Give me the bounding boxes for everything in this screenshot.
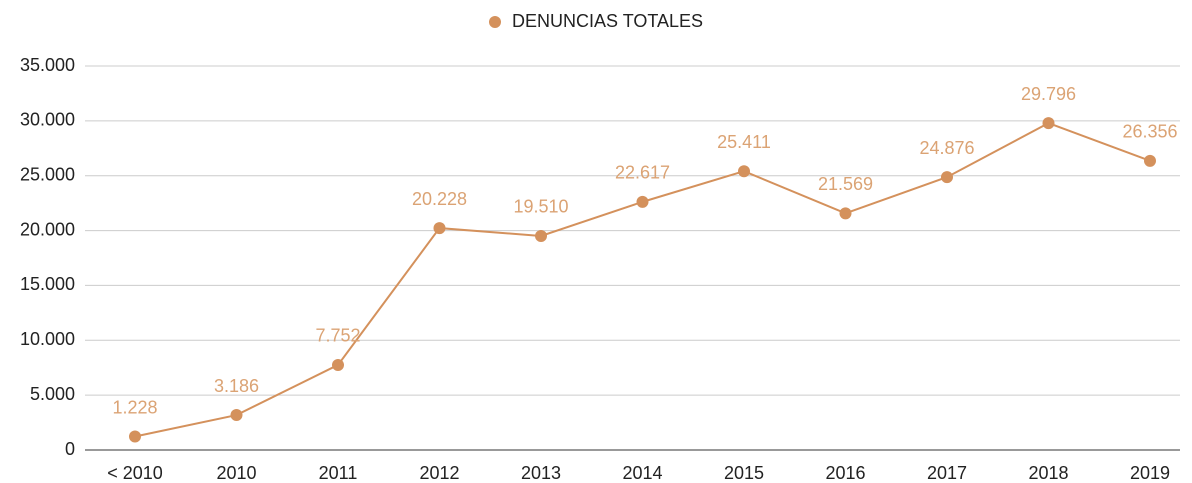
- y-tick-label: 10.000: [20, 329, 75, 349]
- legend-marker: [489, 16, 501, 28]
- data-label: 24.876: [919, 138, 974, 158]
- data-label: 7.752: [315, 326, 360, 346]
- data-point: [839, 207, 852, 220]
- x-tick-label: 2019: [1130, 463, 1170, 483]
- x-tick-label: 2014: [622, 463, 662, 483]
- data-label: 25.411: [717, 132, 771, 152]
- x-tick-label: 2018: [1028, 463, 1068, 483]
- x-tick-label: 2010: [216, 463, 256, 483]
- data-point: [1144, 154, 1156, 167]
- data-point: [433, 222, 446, 235]
- data-label: 1.228: [112, 397, 157, 417]
- x-tick-label: 2016: [825, 463, 865, 483]
- data-label: 26.356: [1122, 122, 1177, 142]
- data-label: 19.510: [513, 197, 568, 217]
- data-point: [738, 165, 750, 178]
- y-tick-label: 20.000: [20, 219, 75, 239]
- y-tick-label: 5.000: [30, 384, 75, 404]
- data-label: 29.796: [1021, 84, 1076, 104]
- data-point: [941, 171, 953, 184]
- x-tick-label: 2015: [724, 463, 764, 483]
- data-label: 20.228: [412, 189, 467, 209]
- legend-label: DENUNCIAS TOTALES: [512, 11, 703, 31]
- data-point: [1042, 117, 1055, 130]
- y-tick-label: 15.000: [20, 274, 75, 294]
- data-point: [535, 229, 547, 242]
- y-tick-label: 30.000: [20, 110, 75, 130]
- y-tick-label: 35.000: [20, 55, 75, 75]
- data-label: 3.186: [214, 376, 259, 396]
- x-tick-label: < 2010: [107, 463, 163, 483]
- data-point: [129, 430, 141, 443]
- data-point: [636, 195, 649, 208]
- x-tick-label: 2012: [419, 463, 459, 483]
- x-tick-label: 2011: [319, 463, 358, 483]
- x-tick-label: 2017: [927, 463, 967, 483]
- data-point: [230, 409, 243, 422]
- data-label: 22.617: [615, 163, 670, 183]
- data-point: [332, 358, 344, 371]
- y-tick-label: 25.000: [20, 164, 75, 184]
- y-tick-label: 0: [65, 439, 75, 459]
- x-tick-label: 2013: [521, 463, 561, 483]
- data-label: 21.569: [818, 174, 873, 194]
